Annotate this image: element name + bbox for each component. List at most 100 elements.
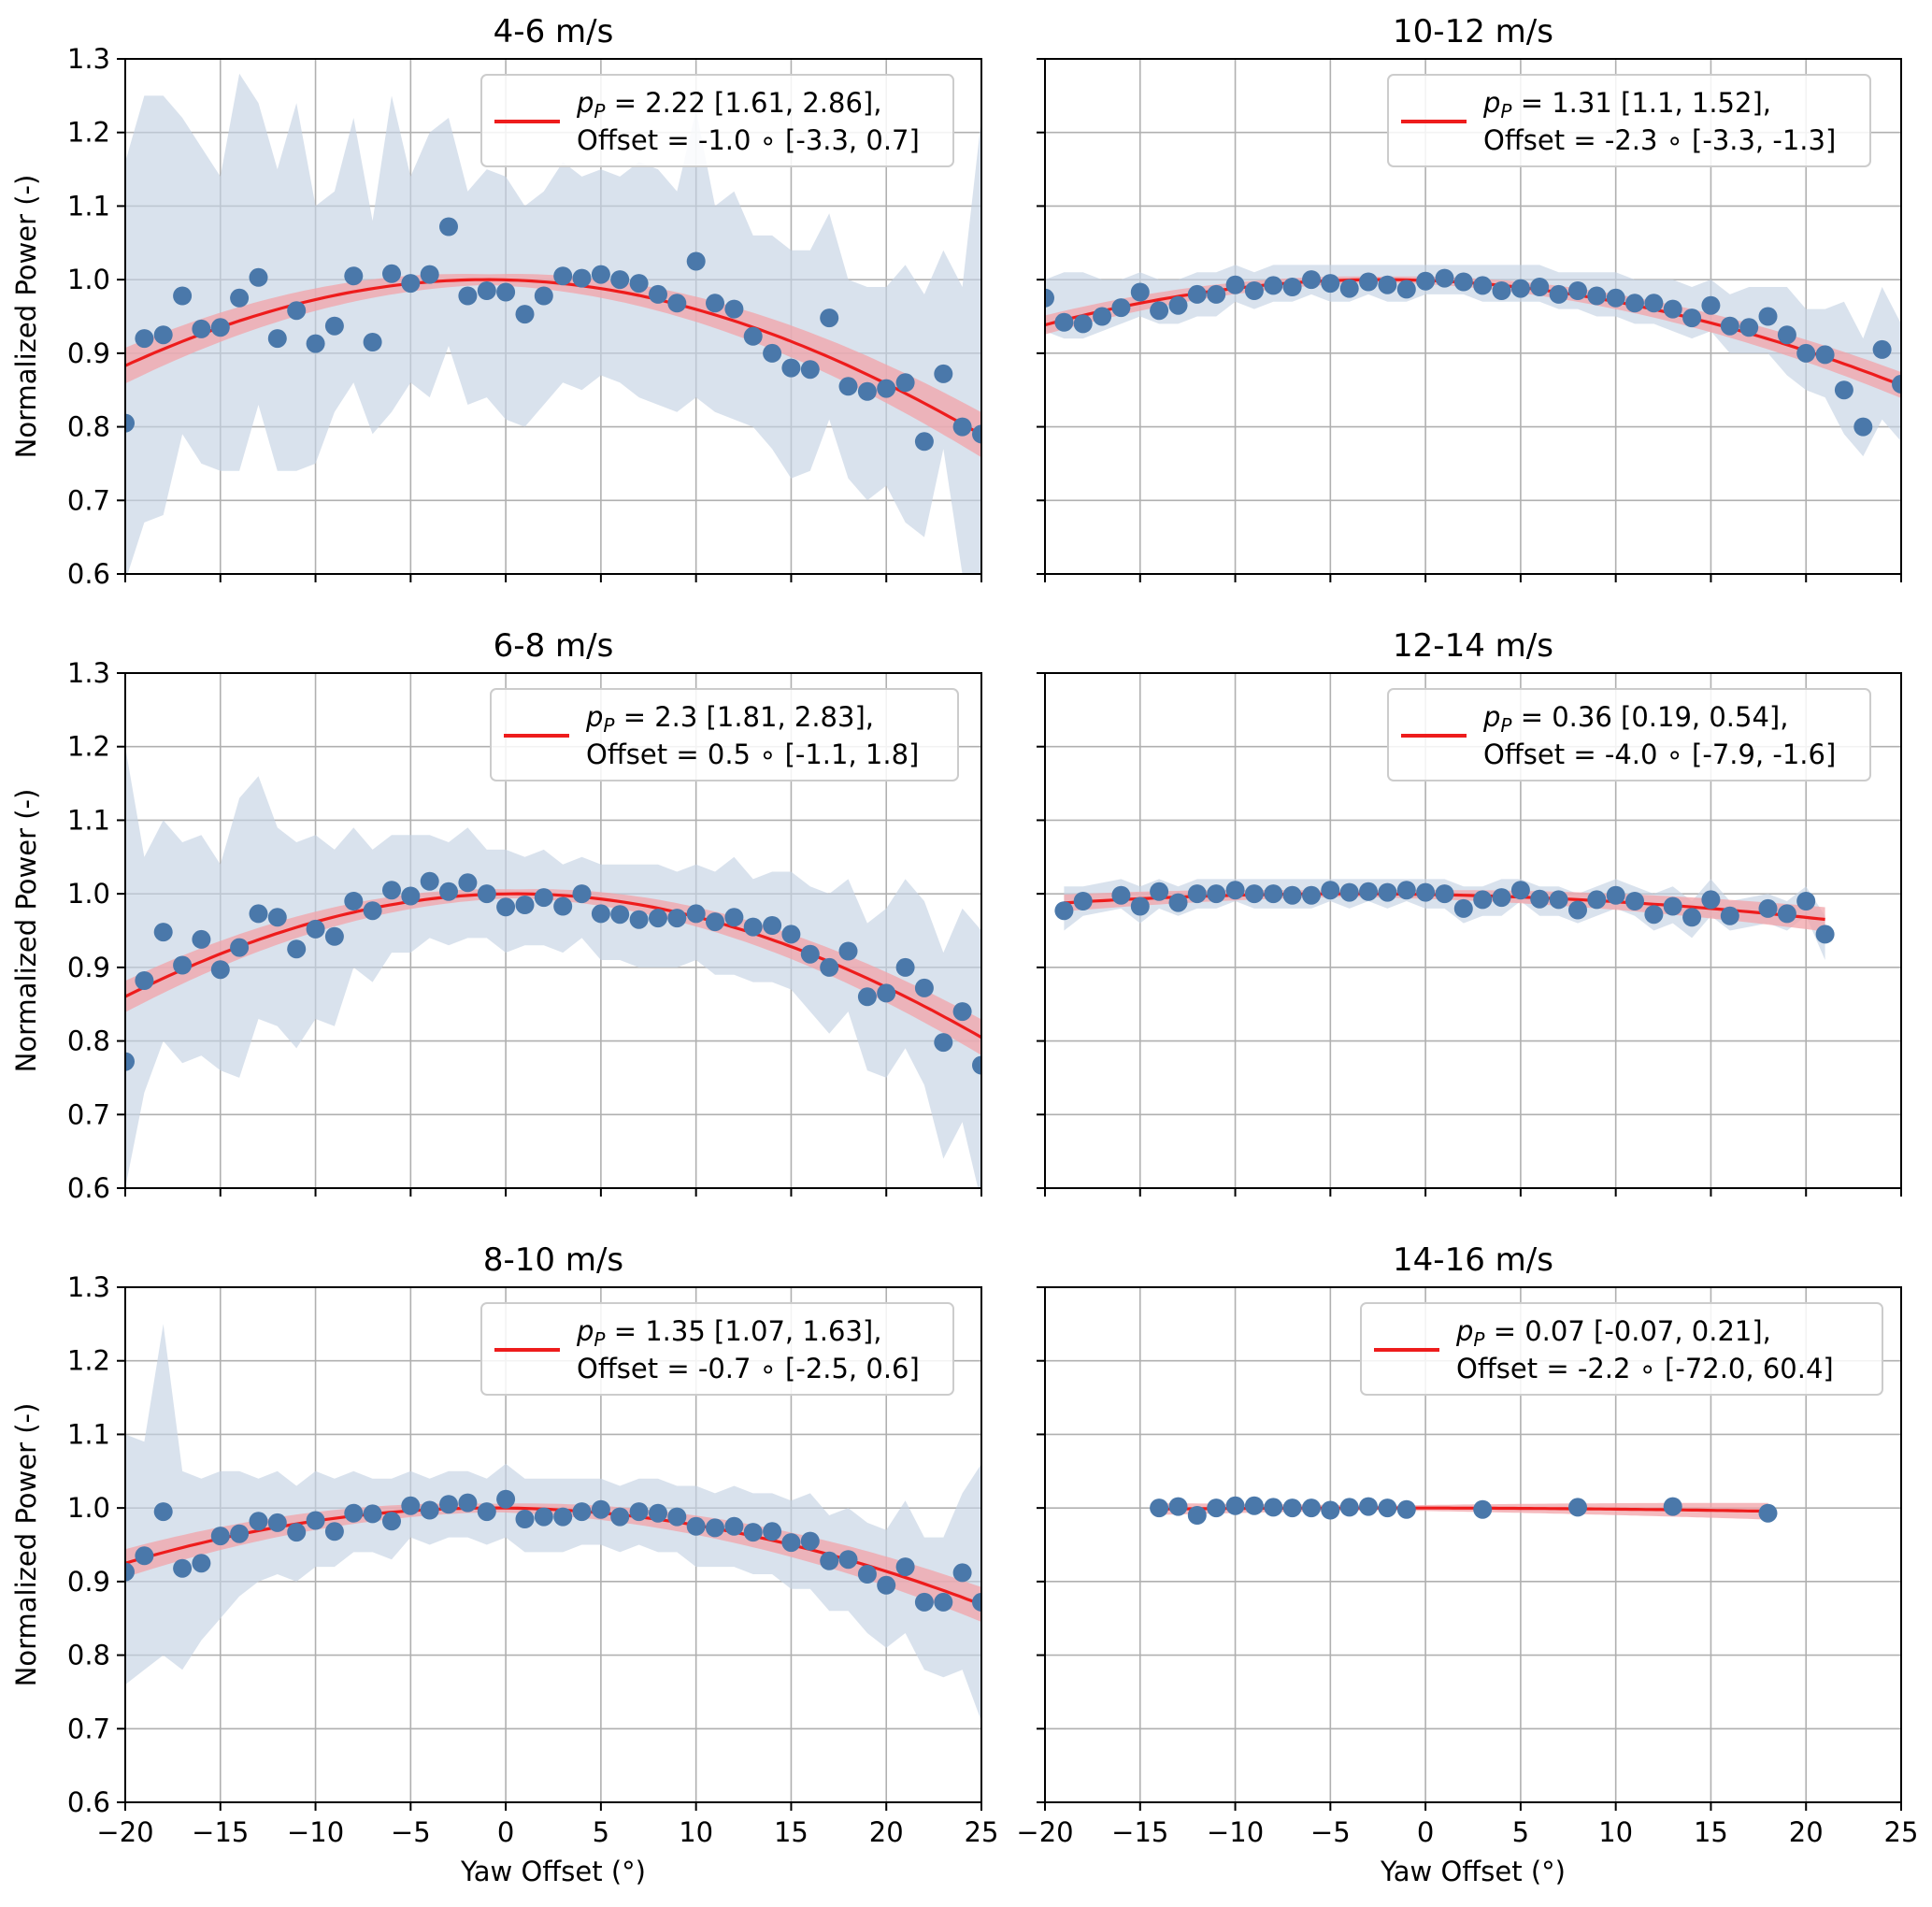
y-tick-label: 0.6 bbox=[67, 558, 110, 590]
data-point bbox=[230, 1524, 250, 1543]
data-point bbox=[1045, 288, 1054, 308]
y-tick-label: 1.1 bbox=[67, 190, 110, 222]
data-point bbox=[1606, 288, 1625, 308]
data-point bbox=[1701, 295, 1721, 315]
data-point bbox=[515, 1510, 535, 1528]
x-tick-label: 25 bbox=[965, 1816, 999, 1848]
x-tick-label: 20 bbox=[1789, 1816, 1824, 1848]
data-point bbox=[1378, 1498, 1397, 1518]
data-point bbox=[1872, 339, 1892, 359]
data-point bbox=[1225, 881, 1245, 900]
data-point bbox=[629, 910, 649, 929]
data-point bbox=[724, 908, 744, 927]
panel-4: 12-14 m/s pP = 0.36 [0.19, 0.54],Offset =… bbox=[1037, 627, 1902, 1197]
data-point bbox=[1815, 925, 1835, 944]
data-point bbox=[1207, 1498, 1226, 1518]
axes-frame bbox=[1044, 672, 1902, 1189]
data-point bbox=[686, 904, 706, 924]
data-point bbox=[743, 326, 763, 346]
y-tick-label: 0.6 bbox=[67, 1786, 110, 1818]
data-point bbox=[1054, 312, 1074, 332]
legend-line-2: Offset = -0.7 ∘ [-2.5, 0.6] bbox=[577, 1353, 920, 1384]
data-point bbox=[1130, 896, 1150, 916]
data-point bbox=[895, 373, 915, 393]
data-point bbox=[324, 1522, 344, 1541]
data-point bbox=[1530, 278, 1550, 296]
data-point bbox=[820, 1551, 839, 1570]
data-point bbox=[344, 892, 364, 910]
data-point bbox=[1264, 884, 1283, 904]
legend: pP = 0.36 [0.19, 0.54],Offset = -4.0 ∘ [… bbox=[1387, 688, 1871, 781]
x-tick-label: −20 bbox=[96, 1816, 153, 1848]
data-spread-band bbox=[125, 73, 981, 574]
legend-line-1: pP = 2.3 [1.81, 2.83], bbox=[585, 701, 874, 737]
data-point bbox=[1093, 307, 1112, 326]
panel-6: −20 −15 −10 −5 0 5 10 15 20 25 14-16 m/s Yaw Offset… bbox=[1016, 1241, 1918, 1887]
data-point bbox=[1720, 316, 1739, 336]
legend-line-2: Offset = -2.3 ∘ [-3.3, -1.3] bbox=[1483, 124, 1836, 156]
data-point bbox=[306, 334, 325, 353]
data-point bbox=[1207, 284, 1226, 304]
data-point bbox=[895, 957, 915, 977]
data-point bbox=[192, 319, 211, 338]
data-point bbox=[1473, 890, 1493, 910]
y-tick-label: 0.9 bbox=[67, 1566, 110, 1598]
data-point bbox=[1625, 294, 1644, 313]
data-point bbox=[1777, 904, 1796, 924]
data-point bbox=[153, 923, 173, 942]
data-point bbox=[1473, 276, 1493, 295]
data-point bbox=[820, 957, 839, 977]
data-point bbox=[306, 1511, 325, 1530]
axes-frame bbox=[1044, 1286, 1902, 1803]
data-point bbox=[649, 1503, 667, 1523]
data-point bbox=[363, 333, 382, 351]
legend-line-2: Offset = -1.0 ∘ [-3.3, 0.7] bbox=[577, 124, 920, 156]
data-point bbox=[952, 1563, 972, 1583]
data-point bbox=[1853, 417, 1873, 437]
data-point bbox=[401, 1496, 421, 1515]
data-point bbox=[572, 884, 592, 904]
x-tick-label: −15 bbox=[192, 1816, 249, 1848]
data-point bbox=[1225, 1496, 1245, 1515]
legend-frame bbox=[1387, 74, 1871, 167]
data-point bbox=[1682, 308, 1702, 328]
data-point bbox=[667, 1507, 687, 1527]
data-point bbox=[382, 881, 401, 900]
data-point bbox=[477, 1502, 496, 1522]
y-tick-label: 0.7 bbox=[67, 484, 110, 516]
data-point bbox=[363, 901, 382, 921]
data-point bbox=[743, 917, 763, 937]
data-point bbox=[629, 274, 649, 294]
x-tick-label: 5 bbox=[593, 1816, 609, 1848]
x-tick-label: −5 bbox=[1310, 1816, 1351, 1848]
data-point bbox=[1111, 885, 1131, 905]
data-point bbox=[230, 288, 250, 308]
data-point bbox=[439, 882, 458, 901]
fit-line bbox=[125, 892, 981, 1040]
data-point bbox=[934, 1592, 953, 1612]
data-point bbox=[249, 1512, 268, 1531]
x-tick-label: 15 bbox=[1694, 1816, 1728, 1848]
data-point bbox=[667, 294, 687, 313]
data-point bbox=[267, 1513, 287, 1532]
data-point bbox=[1435, 268, 1454, 288]
data-point bbox=[610, 270, 630, 290]
data-point bbox=[534, 286, 553, 306]
data-point bbox=[1130, 282, 1150, 302]
y-tick-label: 1.3 bbox=[67, 43, 110, 75]
data-point bbox=[934, 1033, 953, 1053]
data-point bbox=[877, 379, 896, 398]
data-point bbox=[439, 1495, 458, 1514]
data-point bbox=[1644, 294, 1664, 313]
data-point bbox=[534, 1507, 553, 1527]
panel-title: 12-14 m/s bbox=[1393, 627, 1553, 665]
y-tick-label: 0.8 bbox=[67, 1025, 110, 1057]
data-point bbox=[1587, 286, 1607, 306]
data-point bbox=[914, 432, 934, 452]
data-point bbox=[1282, 885, 1302, 905]
data-point bbox=[287, 939, 307, 959]
data-point bbox=[1720, 906, 1739, 925]
data-point bbox=[534, 888, 553, 908]
data-point bbox=[324, 316, 344, 336]
